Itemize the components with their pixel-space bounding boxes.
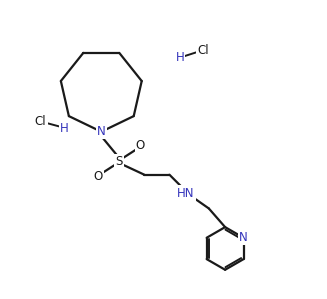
Text: Cl: Cl — [35, 115, 46, 128]
Text: O: O — [136, 139, 145, 152]
Text: HN: HN — [177, 187, 195, 199]
Text: N: N — [239, 231, 248, 244]
Text: N: N — [97, 125, 106, 138]
Text: S: S — [115, 155, 123, 168]
Text: O: O — [93, 170, 102, 183]
Text: Cl: Cl — [198, 44, 209, 57]
Text: H: H — [60, 122, 69, 135]
Text: H: H — [175, 51, 184, 64]
